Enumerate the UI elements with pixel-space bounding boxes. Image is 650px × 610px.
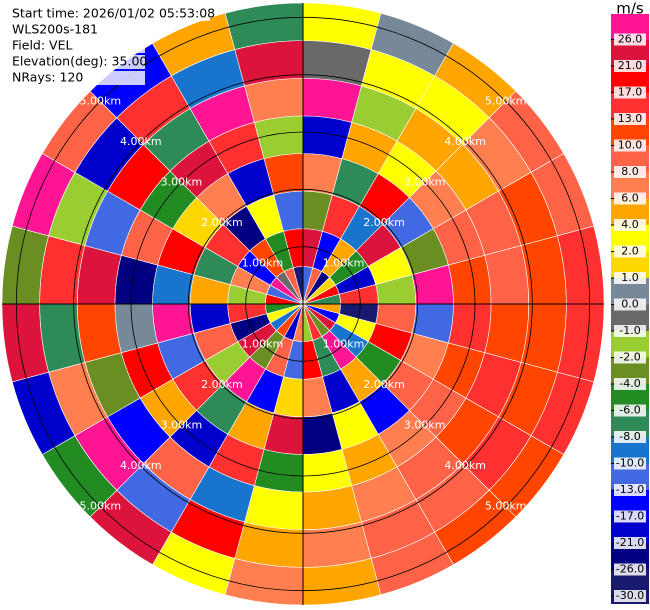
range-label: 5.00km xyxy=(80,500,122,513)
colorbar-label: 10.0 xyxy=(618,139,643,152)
range-label: 4.00km xyxy=(120,135,162,148)
colorbar-label: -17.0 xyxy=(616,510,644,523)
range-label: 4.00km xyxy=(120,459,162,472)
range-label: 3.00km xyxy=(404,419,446,432)
colorbar-label: -30.0 xyxy=(616,589,644,602)
range-label: 5.00km xyxy=(485,500,527,513)
range-label: 2.00km xyxy=(201,216,243,229)
colorbar-label: -13.0 xyxy=(616,483,644,496)
overlay: 1.00km 1.00km 1.00km 1.00km 2.00km 2.00km 2.00… xyxy=(2,3,604,605)
colorbar-label-bg xyxy=(614,245,646,258)
colorbar-label-bg xyxy=(614,404,646,417)
velocity-cell xyxy=(302,485,362,531)
range-label: 1.00km xyxy=(242,256,284,269)
velocity-cell xyxy=(302,77,362,123)
colorbar-label-bg xyxy=(614,510,646,523)
header-line: WLS200s-181 xyxy=(12,22,98,37)
header-line: Start time: 2026/01/02 05:53:08 xyxy=(12,6,215,21)
velocity-cell xyxy=(484,245,530,305)
colorbar-label: -10.0 xyxy=(616,457,644,470)
header-line: Field: VEL xyxy=(12,38,72,53)
range-label: 2.00km xyxy=(363,378,405,391)
colorbar-label-bg xyxy=(614,351,646,364)
colorbar-label-bg xyxy=(614,325,646,337)
colorbar-label: 13.0 xyxy=(618,112,643,125)
colorbar-label: 0.0 xyxy=(621,298,639,311)
colorbar-label: -2.0 xyxy=(619,351,640,364)
colorbar-label-bg xyxy=(614,563,646,576)
range-label: 5.00km xyxy=(485,94,527,107)
colorbar-title: m/s xyxy=(616,0,644,18)
colorbar-label: 26.0 xyxy=(618,33,643,46)
colorbar-label: 21.0 xyxy=(618,59,643,72)
range-label: 3.00km xyxy=(161,175,203,188)
header: Start time: 2026/01/02 05:53:08WLS200s-1… xyxy=(10,6,215,85)
colorbar-label-bg xyxy=(614,86,646,99)
range-label: 2.00km xyxy=(201,378,243,391)
header-line: Elevation(deg): 35.00 xyxy=(12,54,147,69)
colorbar-label-bg xyxy=(614,60,646,72)
range-label: 1.00km xyxy=(242,338,284,351)
colorbar-label: 8.0 xyxy=(621,165,639,178)
colorbar-label-bg xyxy=(614,457,646,470)
colorbar-label-bg xyxy=(614,484,646,496)
colorbar-label-bg xyxy=(614,378,646,390)
colorbar-label-bg xyxy=(614,431,646,443)
header-bg xyxy=(10,23,145,37)
colorbar-label-bg xyxy=(614,219,646,231)
header-line: NRays: 120 xyxy=(12,70,83,85)
range-label: 3.00km xyxy=(161,419,203,432)
colorbar-label: -1.0 xyxy=(619,324,640,337)
range-ring xyxy=(130,131,476,477)
range-label: 4.00km xyxy=(444,135,486,148)
colorbar-label: -8.0 xyxy=(619,430,640,443)
range-ring xyxy=(245,246,361,362)
header-bg xyxy=(10,71,145,85)
colorbar-label: 6.0 xyxy=(621,192,639,205)
colorbar-label-bg xyxy=(614,139,646,152)
range-label: 5.00km xyxy=(80,94,122,107)
colorbar-label-bg xyxy=(614,33,646,46)
colorbar-label: 17.0 xyxy=(618,86,643,99)
colorbar-label: -21.0 xyxy=(616,536,644,549)
colorbar-label-bg xyxy=(614,192,646,205)
colorbar-label: 4.0 xyxy=(621,218,639,231)
colorbar: m/s -30.0 -26.0 -21.0 -17.0 -13.0 -10.0 -8.0 -6.… xyxy=(611,0,649,604)
range-label: 4.00km xyxy=(444,459,486,472)
colorbar-label: -6.0 xyxy=(619,404,640,417)
header-bg xyxy=(10,39,145,53)
velocity-cell xyxy=(244,77,304,123)
colorbar-label-bg xyxy=(614,537,646,549)
colorbar-label-bg xyxy=(614,590,646,602)
range-label: 1.00km xyxy=(323,256,365,269)
range-ring xyxy=(73,74,533,534)
colorbar-label-bg xyxy=(614,272,646,284)
header-bg xyxy=(10,55,145,69)
range-label: 2.00km xyxy=(363,216,405,229)
colorbar-label: -4.0 xyxy=(619,377,640,390)
colorbar-label-bg xyxy=(614,298,646,311)
range-ring xyxy=(15,16,591,592)
velocity-cell xyxy=(76,303,122,363)
range-label: 3.00km xyxy=(404,175,446,188)
colorbar-label-bg xyxy=(614,166,646,178)
velocity-cell xyxy=(244,485,304,531)
colorbar-label-bg xyxy=(614,113,646,125)
colorbar-label: 1.0 xyxy=(621,271,639,284)
range-ring xyxy=(187,188,419,420)
colorbar-label: 2.0 xyxy=(621,245,639,258)
colorbar-label: -26.0 xyxy=(616,563,644,576)
velocity-cell xyxy=(484,303,530,363)
velocity-cell xyxy=(76,245,122,305)
range-label: 1.00km xyxy=(323,338,365,351)
header-bg xyxy=(10,7,210,21)
